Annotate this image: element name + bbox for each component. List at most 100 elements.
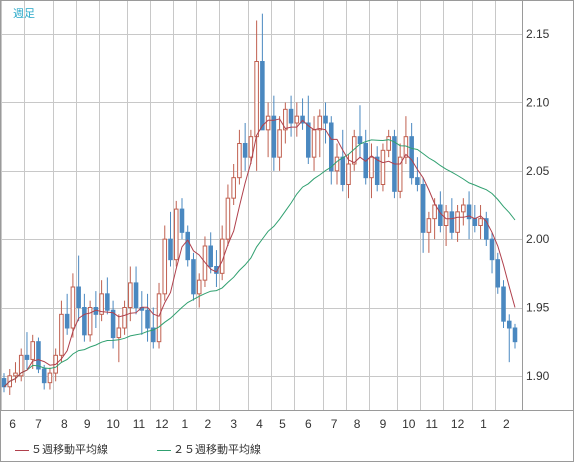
x-tick-label: 3 — [230, 417, 237, 431]
candle-body — [110, 309, 116, 339]
legend-ma25-swatch — [157, 449, 171, 451]
candle-body — [105, 293, 110, 311]
candle-body — [151, 327, 156, 343]
candle-body — [340, 156, 346, 186]
x-tick-label: 2 — [503, 417, 510, 431]
candle-body — [254, 61, 259, 138]
candle-body — [248, 136, 254, 158]
candle-body — [386, 136, 391, 151]
candle-body — [277, 129, 282, 158]
x-tick-label: 11 — [133, 417, 146, 431]
y-tick-label: 2.15 — [526, 27, 550, 41]
candle-body — [397, 156, 403, 192]
candle-body — [133, 282, 139, 308]
candle-body — [76, 286, 81, 308]
candle-body — [70, 286, 76, 329]
x-tick-label: 10 — [106, 417, 120, 431]
candle-body — [466, 204, 472, 220]
candle-body — [294, 115, 300, 124]
legend-ma25-label: ２５週移動平均線 — [173, 443, 261, 456]
x-tick-label: 4 — [256, 417, 263, 431]
x-axis-labels: 6 7 8 9 10 11 12 1 2 3 4 5 6 7 8 9 10 11 12 1 2 — [9, 417, 510, 431]
ma5-line — [3, 118, 516, 388]
candle-body — [432, 204, 437, 220]
candle-body — [461, 204, 466, 213]
candle-body — [323, 115, 328, 124]
y-tick-label: 1.90 — [526, 369, 550, 383]
candle-body — [283, 108, 288, 131]
candle-body — [208, 245, 213, 267]
x-tick-label: 11 — [426, 417, 439, 431]
candle-body — [185, 231, 191, 261]
candle-body — [328, 122, 334, 172]
candle-body — [116, 327, 122, 339]
candle-body — [156, 293, 162, 343]
candle-body — [82, 307, 87, 336]
candle-body — [18, 354, 24, 377]
candle-body — [506, 320, 512, 329]
candle-body — [191, 259, 196, 295]
candle-body — [455, 211, 460, 233]
candle-body — [237, 143, 242, 179]
candle-body — [306, 122, 311, 158]
x-tick-label: 6 — [9, 417, 16, 431]
candle-body — [260, 61, 265, 131]
candle-body — [317, 115, 323, 131]
candle-body — [415, 177, 420, 186]
candle-body — [311, 129, 317, 158]
period-label: 週足 — [13, 8, 35, 20]
y-tick-label: 2.00 — [526, 232, 550, 246]
x-tick-label: 7 — [331, 417, 338, 431]
candle-body — [41, 368, 47, 384]
candle-body — [122, 307, 127, 329]
candle-body — [478, 218, 483, 227]
x-tick-label: 12 — [155, 417, 169, 431]
candle-body — [271, 115, 277, 158]
x-tick-label: 12 — [451, 417, 465, 431]
candle-body — [420, 184, 426, 233]
candle-body — [369, 156, 374, 179]
y-axis-labels: 1.90 1.95 2.00 2.05 2.10 2.15 — [526, 27, 550, 383]
legend-ma5: ５週移動平均線 — [15, 441, 108, 457]
x-tick-label: 1 — [182, 417, 189, 431]
candle-body — [87, 307, 93, 336]
x-tick-label: 1 — [480, 417, 487, 431]
candle-body — [288, 108, 294, 124]
candle-body — [501, 286, 506, 322]
candle-body — [380, 149, 386, 185]
candle-body — [495, 259, 501, 288]
x-tick-label: 9 — [84, 417, 91, 431]
x-tick-label: 10 — [402, 417, 416, 431]
candle-body — [47, 372, 53, 384]
candle-body — [357, 136, 363, 145]
candle-body — [449, 211, 455, 233]
candle-body — [346, 163, 351, 185]
candle-body — [179, 208, 185, 233]
candle-body — [36, 341, 41, 370]
x-tick-label: 6 — [305, 417, 312, 431]
y-tick-label: 2.10 — [526, 96, 550, 110]
candle-body — [99, 293, 104, 315]
legend-ma5-swatch — [15, 449, 29, 451]
candle-body — [472, 218, 478, 227]
moving-averages — [3, 118, 516, 388]
x-tick-label: 2 — [204, 417, 211, 431]
candle-body — [426, 218, 432, 233]
candle-body — [196, 279, 202, 295]
x-tick-label: 5 — [279, 417, 286, 431]
candle-body — [484, 218, 489, 240]
candle-body — [13, 372, 18, 377]
legend-ma5-label: ５週移動平均線 — [31, 443, 108, 456]
candle-body — [168, 238, 173, 261]
candle-body — [374, 156, 380, 186]
candle-body — [162, 238, 168, 295]
ma25-line — [3, 139, 516, 388]
candle-body — [30, 341, 35, 360]
candle-body — [409, 136, 414, 179]
candle-body — [334, 156, 340, 172]
candle-body — [64, 313, 70, 329]
candle-body — [145, 309, 150, 329]
candle-body — [214, 266, 219, 274]
grid — [0, 0, 522, 410]
